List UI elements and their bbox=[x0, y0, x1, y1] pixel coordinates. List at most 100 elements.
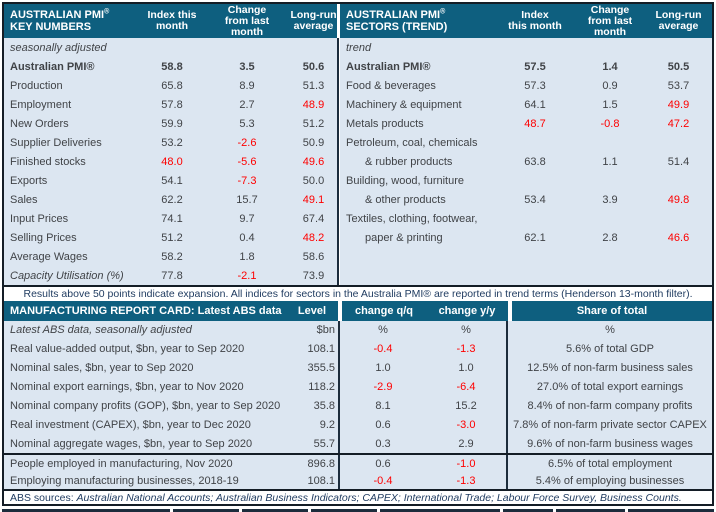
cell-value: 8.4% of non-farm company profits bbox=[527, 399, 693, 412]
cell-value: 5.6% of total GDP bbox=[565, 342, 655, 355]
column-divider bbox=[506, 434, 508, 453]
column-header-share: Share of total bbox=[576, 305, 648, 317]
cell-value: 73.9 bbox=[302, 269, 325, 282]
cell-value: -1.3 bbox=[456, 342, 476, 355]
row-label: paper & printing bbox=[365, 231, 443, 244]
row-label: & other products bbox=[365, 193, 446, 206]
cell-value: -7.3 bbox=[237, 174, 257, 187]
row-label: Real value-added output, $bn, year to Se… bbox=[10, 342, 245, 355]
cell-value: 57.8 bbox=[161, 98, 183, 111]
cell-value: 9.7 bbox=[239, 212, 255, 225]
column-divider bbox=[506, 339, 508, 358]
column-header-average: Long-run average bbox=[290, 9, 337, 32]
cell-value: 7.8% of non-farm private sector CAPEX bbox=[513, 418, 707, 431]
cell-value: 48.7 bbox=[524, 117, 546, 130]
table-row: Average Wages 58.2 1.8 58.6 bbox=[4, 247, 337, 266]
cell-value: 54.1 bbox=[161, 174, 183, 187]
row-label: Exports bbox=[10, 174, 48, 187]
table-row: Employment 57.8 2.7 48.9 bbox=[4, 95, 337, 114]
cell-value: 49.8 bbox=[667, 193, 690, 206]
cell-value: % bbox=[378, 324, 388, 336]
row-label: Selling Prices bbox=[10, 231, 77, 244]
footer-sources: Australian National Accounts; Australian… bbox=[76, 491, 682, 504]
table-row: Latest ABS data, seasonally adjusted $bn%… bbox=[4, 321, 712, 339]
cell-value: -0.8 bbox=[600, 117, 620, 130]
row-label: Supplier Deliveries bbox=[10, 136, 102, 149]
expansion-note: Results above 50 points indicate expansi… bbox=[4, 285, 712, 301]
row-label: Machinery & equipment bbox=[346, 98, 462, 111]
cell-value: 48.2 bbox=[302, 231, 325, 244]
cell-value: 58.6 bbox=[302, 250, 325, 263]
cell-value: 0.4 bbox=[239, 231, 255, 244]
cell-value: -2.6 bbox=[237, 136, 257, 149]
column-header-index: Index this month bbox=[508, 9, 562, 32]
cell-value: 12.5% of non-farm business sales bbox=[527, 361, 693, 374]
table-row: People employed in manufacturing, Nov 20… bbox=[4, 455, 712, 472]
table-row: Selling Prices 51.2 0.4 48.2 bbox=[4, 228, 337, 247]
row-label: Real investment (CAPEX), $bn, year to De… bbox=[10, 418, 251, 431]
cell-value: 74.1 bbox=[161, 212, 183, 225]
cell-value: -2.9 bbox=[373, 380, 393, 393]
cell-value: 15.2 bbox=[455, 399, 477, 412]
cell-value: 51.4 bbox=[667, 155, 690, 168]
cell-value: 27.0% of total export earnings bbox=[536, 380, 684, 393]
cell-value: % bbox=[605, 324, 615, 336]
cell-value: 5.4% of employing businesses bbox=[535, 474, 685, 487]
cell-value: 0.3 bbox=[375, 437, 391, 450]
header-gap bbox=[338, 301, 342, 321]
cell-value: 5.3 bbox=[239, 117, 255, 130]
pmi-key-numbers-panel: AUSTRALIAN PMI® KEY NUMBERS Index this mo… bbox=[4, 4, 337, 285]
row-label: Nominal sales, $bn, year to Sep 2020 bbox=[10, 361, 194, 374]
cell-value: $bn bbox=[316, 324, 335, 336]
table-row: Machinery & equipment 64.1 1.5 49.9 bbox=[340, 95, 712, 114]
cell-value: 51.2 bbox=[161, 231, 183, 244]
row-label: New Orders bbox=[10, 117, 69, 130]
cell-value: 355.5 bbox=[307, 361, 335, 374]
table-row: Production 65.8 8.9 51.3 bbox=[4, 76, 337, 95]
cell-value: 49.6 bbox=[302, 155, 325, 168]
column-header-level: Level bbox=[297, 305, 327, 317]
cell-value: 1.1 bbox=[602, 155, 618, 168]
report-table: AUSTRALIAN PMI® KEY NUMBERS Index this mo… bbox=[2, 2, 714, 506]
cell-value: -0.4 bbox=[373, 342, 393, 355]
table-row: Finished stocks 48.0 -5.6 49.6 bbox=[4, 152, 337, 171]
border-segment bbox=[556, 509, 625, 512]
cell-value: 0.9 bbox=[602, 79, 618, 92]
border-segment bbox=[503, 509, 553, 512]
abs-sources-footer: ABS sources: Australian National Account… bbox=[4, 489, 712, 504]
row-label: Metals products bbox=[346, 117, 424, 130]
border-segment bbox=[2, 509, 170, 512]
cell-value: 1.5 bbox=[602, 98, 618, 111]
table-row: Textiles, clothing, footwear, bbox=[340, 209, 712, 228]
row-label: & rubber products bbox=[365, 155, 453, 168]
table-row: Nominal export earnings, $bn, year to No… bbox=[4, 377, 712, 396]
title-text: AUSTRALIAN PMI bbox=[346, 8, 441, 21]
column-divider bbox=[338, 339, 340, 358]
column-header-change: Change from last month bbox=[224, 3, 270, 38]
column-divider bbox=[506, 415, 508, 434]
table-row: Building, wood, furniture bbox=[340, 171, 712, 190]
column-divider bbox=[338, 358, 340, 377]
cell-value: 108.1 bbox=[307, 474, 335, 487]
row-label: Input Prices bbox=[10, 212, 69, 225]
row-label: Building, wood, furniture bbox=[346, 174, 465, 187]
column-divider bbox=[338, 377, 340, 396]
registered-mark: ® bbox=[440, 7, 446, 15]
row-label: Production bbox=[10, 79, 63, 92]
border-segment bbox=[311, 509, 377, 512]
cell-value: 65.8 bbox=[161, 79, 183, 92]
cell-value: 48.9 bbox=[302, 98, 325, 111]
cell-value: 53.2 bbox=[161, 136, 183, 149]
column-divider bbox=[506, 377, 508, 396]
cell-value: 57.5 bbox=[524, 60, 546, 73]
cell-value: -2.1 bbox=[237, 269, 257, 282]
title-text: KEY NUMBERS bbox=[10, 21, 92, 33]
table-row: seasonally adjusted bbox=[4, 38, 337, 57]
row-label: seasonally adjusted bbox=[10, 41, 107, 54]
cell-value: 51.2 bbox=[302, 117, 325, 130]
key-numbers-header: AUSTRALIAN PMI® KEY NUMBERS Index this mo… bbox=[4, 4, 337, 38]
cell-value: 62.2 bbox=[161, 193, 183, 206]
cell-value: 3.5 bbox=[239, 60, 255, 73]
border-segment bbox=[380, 509, 500, 512]
